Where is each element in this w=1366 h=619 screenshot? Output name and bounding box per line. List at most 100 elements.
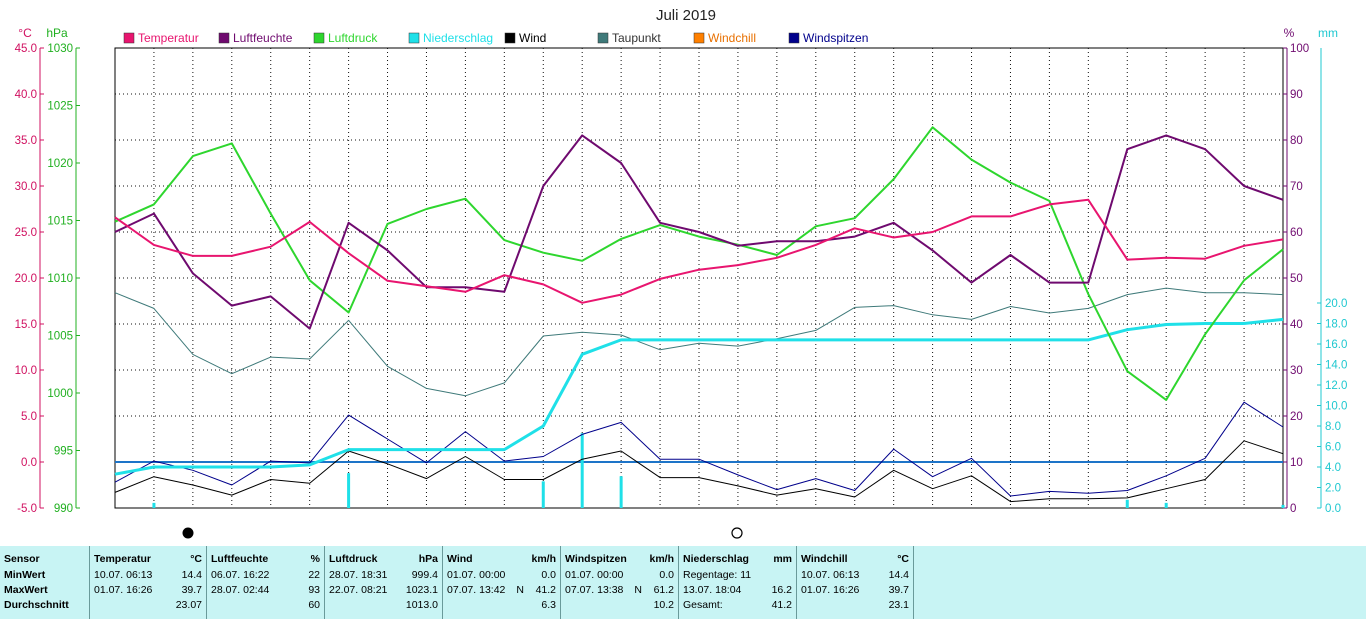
temp-tick-label: 40.0 xyxy=(15,89,37,101)
stats-time: 06.07. 16:22 xyxy=(211,569,270,581)
stats-row: 28.07. 18:31 999.4 xyxy=(325,567,442,583)
stats-value: 60 xyxy=(308,599,320,611)
stats-header-unit: °C xyxy=(897,553,909,565)
stats-value: 23.1 xyxy=(888,599,909,611)
rain-tick-label: 8.0 xyxy=(1325,421,1341,433)
pressure-tick-label: 1020 xyxy=(47,158,73,170)
stats-row: 07.07. 13:42 N 41.2 xyxy=(443,582,560,598)
legend-swatch xyxy=(218,32,230,44)
stats-column: Temperatur °C 10.07. 06:13 14.4 01.07. 16:26… xyxy=(90,546,207,619)
left-axes: 45.0 40.0 35.0 30.0 25.0 20.0 15.0 10.0 5.0 0.0 -5… xyxy=(15,43,80,515)
stats-row: Gesamt: 41.2 xyxy=(679,597,796,613)
stats-value: 61.2 xyxy=(653,584,674,596)
stats-header-unit: km/h xyxy=(531,553,556,565)
stats-row: MaxWert xyxy=(0,582,89,598)
axis-unit-label: % xyxy=(1284,26,1295,40)
stats-header-unit: °C xyxy=(190,553,202,565)
moon-phases xyxy=(182,527,743,539)
stats-time: 28.07. 02:44 xyxy=(211,584,270,596)
stats-header-unit: % xyxy=(310,553,320,565)
temperature-line xyxy=(114,198,1284,304)
stats-value: 999.4 xyxy=(411,569,438,581)
stats-value: 39.7 xyxy=(181,584,202,596)
stats-time: 13.07. 18:04 xyxy=(683,584,742,596)
stats-time: Gesamt: xyxy=(683,599,723,611)
stats-value: 39.7 xyxy=(888,584,909,596)
stats-row: 06.07. 16:22 22 xyxy=(207,567,324,583)
temp-tick-label: 10.0 xyxy=(15,365,37,377)
axis-units: °C hPa% mm xyxy=(18,26,1338,40)
stats-column: Luftdruck hPa 28.07. 18:31 999.4 22.07. 08:2… xyxy=(325,546,443,619)
rain-bar xyxy=(347,473,351,508)
series-layer xyxy=(114,126,1285,508)
statistics-table: Sensor MinWert MaxWert Durchschnitt Temperat… xyxy=(0,546,1366,619)
pressure-tick-label: 1025 xyxy=(47,101,73,113)
stats-row: 01.07. 16:26 39.7 xyxy=(90,582,206,598)
grid xyxy=(114,47,1284,509)
stats-header-title: Windchill xyxy=(801,553,848,565)
rain-tick-label: 10.0 xyxy=(1325,401,1347,413)
stats-time: 28.07. 18:31 xyxy=(329,569,388,581)
stats-column: Windchill °C 10.07. 06:13 14.4 01.07. 16:26 3… xyxy=(797,546,914,619)
legend-label: Temperatur xyxy=(138,31,199,45)
axis-unit-label: hPa xyxy=(46,26,68,40)
stats-row: 13.07. 18:04 16.2 xyxy=(679,582,796,598)
legend-swatch xyxy=(408,32,420,44)
stats-header: Wind km/h xyxy=(443,551,560,567)
pressure-tick-label: 1010 xyxy=(47,273,73,285)
humidity-tick-label: 0 xyxy=(1290,503,1296,515)
humidity-tick-label: 60 xyxy=(1290,227,1303,239)
temp-tick-label: 15.0 xyxy=(15,319,37,331)
stats-row: 28.07. 02:44 93 xyxy=(207,582,324,598)
pressure-line xyxy=(114,126,1284,401)
stats-header: Windspitzen km/h xyxy=(561,551,678,567)
stats-column: Wind km/h 01.07. 00:00 0.0 07.07. 13:42 N 41.2… xyxy=(443,546,561,619)
rain-tick-label: 14.0 xyxy=(1325,360,1347,372)
stats-direction: N xyxy=(634,584,642,596)
stats-row-label: Durchschnitt xyxy=(4,599,69,611)
stats-row: 23.07 xyxy=(90,597,206,613)
rain-tick-label: 0.0 xyxy=(1325,503,1341,515)
rain-bar xyxy=(1281,504,1285,508)
rain-bar xyxy=(152,502,156,508)
legend-item: Windspitzen xyxy=(788,31,868,45)
dewpoint-line xyxy=(114,287,1284,397)
stats-header: Luftfeuchte% xyxy=(207,551,324,567)
stats-value: 0.0 xyxy=(659,569,674,581)
humidity-tick-label: 10 xyxy=(1290,457,1303,469)
humidity-tick-label: 30 xyxy=(1290,365,1303,377)
legend-swatch xyxy=(693,32,705,44)
rain-bar xyxy=(1164,502,1168,508)
rain-tick-label: 4.0 xyxy=(1325,462,1341,474)
stats-value: 1023.1 xyxy=(405,584,438,596)
legend-swatch xyxy=(123,32,135,44)
new-moon-icon xyxy=(182,527,194,539)
temp-tick-label: 30.0 xyxy=(15,181,37,193)
stats-header-title: Luftfeuchte xyxy=(211,553,269,565)
stats-value: 16.2 xyxy=(771,584,792,596)
stats-row: 01.07. 00:00 0.0 xyxy=(561,567,678,583)
stats-column: Niederschlag mm Regentage: 11 13.07. 18:04 1… xyxy=(679,546,797,619)
pressure-tick-label: 1000 xyxy=(47,388,73,400)
humidity-tick-label: 80 xyxy=(1290,135,1303,147)
rain-bar xyxy=(1125,499,1129,508)
legend-label: Windspitzen xyxy=(803,31,868,45)
stats-value: 0.0 xyxy=(541,569,556,581)
stats-direction: N xyxy=(516,584,524,596)
legend: Temperatur Luftfeuchte Luftdruck Niederschl… xyxy=(123,31,868,45)
stats-value: 23.07 xyxy=(175,599,202,611)
stats-header: Luftdruck hPa xyxy=(325,551,442,567)
temp-tick-label: -5.0 xyxy=(17,503,37,515)
humidity-tick-label: 70 xyxy=(1290,181,1303,193)
legend-item: Niederschlag xyxy=(408,31,493,45)
humidity-tick-label: 20 xyxy=(1290,411,1303,423)
legend-label: Luftfeuchte xyxy=(233,31,293,45)
stats-header-title: Temperatur xyxy=(94,553,151,565)
legend-label: Taupunkt xyxy=(612,31,661,45)
stats-header-title: Sensor xyxy=(4,553,40,565)
legend-label: Windchill xyxy=(708,31,756,45)
humidity-tick-label: 90 xyxy=(1290,89,1303,101)
full-moon-icon xyxy=(731,527,743,539)
stats-column: Luftfeuchte% 06.07. 16:22 22 28.07. 02:44 93… xyxy=(207,546,325,619)
legend-label: Luftdruck xyxy=(328,31,378,45)
